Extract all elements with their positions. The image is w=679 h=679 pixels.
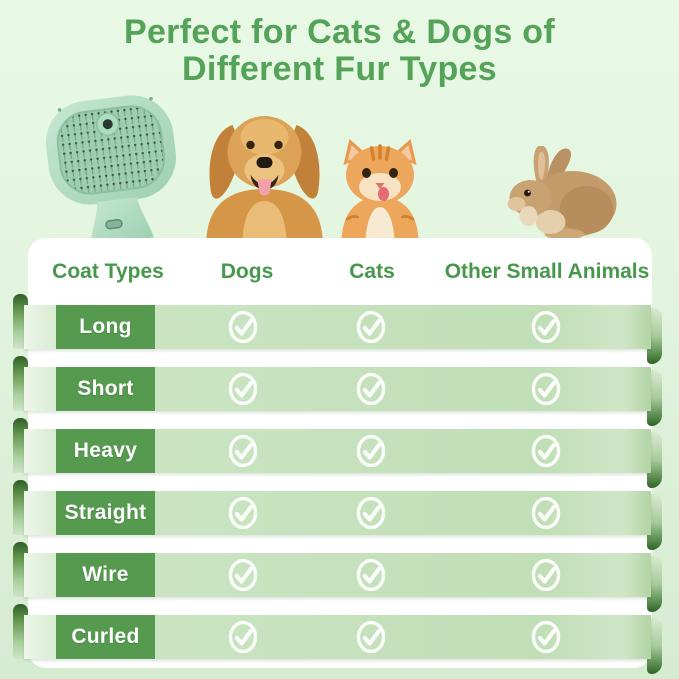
coat-type-label: Wire: [56, 553, 155, 597]
dog-image: [206, 116, 323, 238]
rabbit-image: [507, 146, 617, 238]
check-circle-icon: [531, 310, 561, 344]
check-circle-icon: [356, 620, 386, 654]
table-row: Curled: [13, 604, 662, 674]
table-row: Heavy: [13, 418, 662, 488]
cat-image: [341, 139, 419, 238]
table-row: Long: [13, 294, 662, 364]
check-circle-icon: [356, 434, 386, 468]
table-row: Short: [13, 356, 662, 426]
check-circle-icon: [531, 620, 561, 654]
column-header-dogs: Dogs: [220, 260, 274, 283]
check-circle-icon: [356, 558, 386, 592]
hero-images: [0, 0, 679, 246]
column-header-other-small-animals: Other Small Animals: [444, 260, 650, 283]
page-title: Perfect for Cats & Dogs of Different Fur…: [0, 14, 679, 88]
check-circle-icon: [356, 496, 386, 530]
check-circle-icon: [228, 310, 258, 344]
check-circle-icon: [228, 620, 258, 654]
check-circle-icon: [531, 558, 561, 592]
coat-type-label: Curled: [56, 615, 155, 659]
title-line-1: Perfect for Cats & Dogs of: [124, 13, 555, 51]
check-circle-icon: [228, 496, 258, 530]
check-circle-icon: [228, 558, 258, 592]
title-line-2: Different Fur Types: [182, 50, 497, 88]
coat-type-label: Long: [56, 305, 155, 349]
check-circle-icon: [228, 434, 258, 468]
column-header-coat-types: Coat Types: [52, 260, 164, 283]
coat-type-label: Short: [56, 367, 155, 411]
check-circle-icon: [356, 310, 386, 344]
check-circle-icon: [228, 372, 258, 406]
check-circle-icon: [531, 434, 561, 468]
check-circle-icon: [531, 372, 561, 406]
coat-type-label: Heavy: [56, 429, 155, 473]
column-header-cats: Cats: [349, 260, 395, 283]
pet-brush-image: [45, 95, 176, 246]
check-circle-icon: [531, 496, 561, 530]
table-row: Wire: [13, 542, 662, 612]
coat-type-label: Straight: [56, 491, 155, 535]
table-row: Straight: [13, 480, 662, 550]
check-circle-icon: [356, 372, 386, 406]
table-header: Coat Types Dogs Cats Other Small Animals: [0, 257, 679, 289]
